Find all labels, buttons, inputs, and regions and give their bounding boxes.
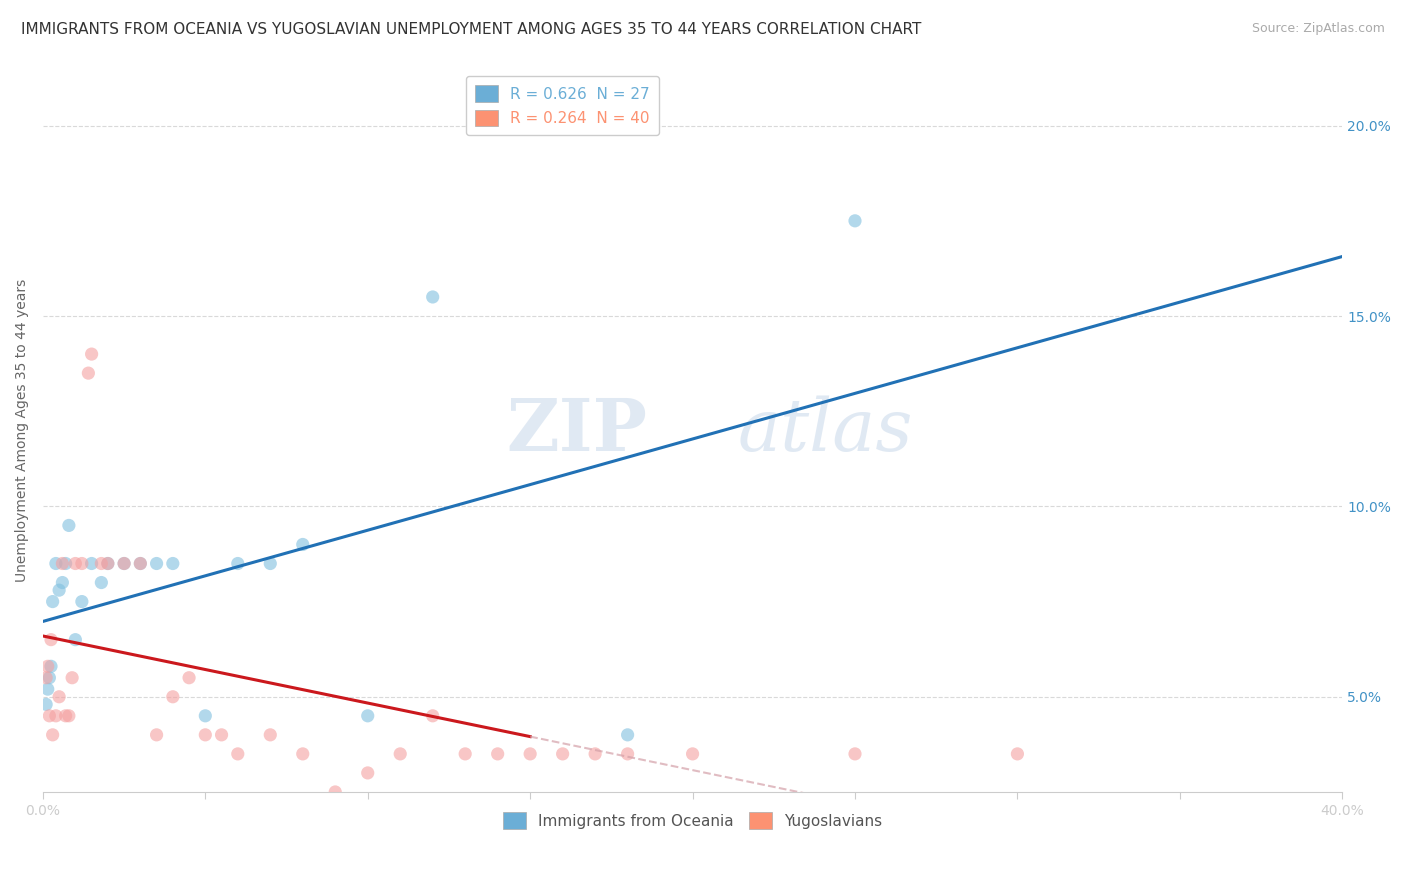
- Text: Source: ZipAtlas.com: Source: ZipAtlas.com: [1251, 22, 1385, 36]
- Point: [51, 557, 73, 571]
- Point: [112, 557, 135, 571]
- Point: [389, 747, 412, 761]
- Point: [291, 747, 314, 761]
- Point: [35, 671, 58, 685]
- Point: [39, 659, 62, 673]
- Point: [259, 557, 281, 571]
- Point: [55, 708, 77, 723]
- Y-axis label: Unemployment Among Ages 35 to 44 years: Unemployment Among Ages 35 to 44 years: [15, 278, 30, 582]
- Point: [60, 671, 83, 685]
- Point: [80, 557, 103, 571]
- Point: [39, 632, 62, 647]
- Point: [616, 728, 638, 742]
- Point: [70, 594, 93, 608]
- Point: [51, 575, 73, 590]
- Point: [38, 671, 60, 685]
- Point: [145, 728, 167, 742]
- Point: [519, 747, 541, 761]
- Point: [65, 557, 87, 571]
- Point: [454, 747, 477, 761]
- Point: [616, 747, 638, 761]
- Point: [211, 728, 233, 742]
- Point: [112, 557, 135, 571]
- Point: [162, 690, 184, 704]
- Point: [37, 682, 59, 697]
- Point: [259, 728, 281, 742]
- Point: [70, 557, 93, 571]
- Point: [37, 659, 59, 673]
- Point: [226, 557, 249, 571]
- Point: [77, 366, 100, 380]
- Point: [194, 728, 217, 742]
- Point: [45, 557, 67, 571]
- Text: IMMIGRANTS FROM OCEANIA VS YUGOSLAVIAN UNEMPLOYMENT AMONG AGES 35 TO 44 YEARS CO: IMMIGRANTS FROM OCEANIA VS YUGOSLAVIAN U…: [21, 22, 921, 37]
- Point: [422, 290, 444, 304]
- Point: [583, 747, 606, 761]
- Point: [323, 785, 346, 799]
- Point: [682, 747, 704, 761]
- Point: [226, 747, 249, 761]
- Point: [97, 557, 120, 571]
- Point: [80, 347, 103, 361]
- Point: [90, 575, 112, 590]
- Point: [357, 766, 380, 780]
- Text: atlas: atlas: [738, 395, 914, 466]
- Point: [90, 557, 112, 571]
- Point: [1007, 747, 1029, 761]
- Point: [486, 747, 509, 761]
- Point: [38, 708, 60, 723]
- Point: [162, 557, 184, 571]
- Point: [129, 557, 152, 571]
- Point: [58, 518, 80, 533]
- Point: [97, 557, 120, 571]
- Point: [177, 671, 200, 685]
- Point: [291, 537, 314, 551]
- Point: [45, 708, 67, 723]
- Point: [422, 708, 444, 723]
- Point: [48, 690, 70, 704]
- Text: ZIP: ZIP: [506, 395, 647, 466]
- Point: [145, 557, 167, 571]
- Point: [194, 708, 217, 723]
- Point: [357, 708, 380, 723]
- Point: [41, 594, 63, 608]
- Point: [41, 728, 63, 742]
- Point: [48, 583, 70, 598]
- Point: [65, 632, 87, 647]
- Point: [844, 214, 866, 228]
- Point: [129, 557, 152, 571]
- Legend: Immigrants from Oceania, Yugoslavians: Immigrants from Oceania, Yugoslavians: [496, 806, 889, 835]
- Point: [551, 747, 574, 761]
- Point: [844, 747, 866, 761]
- Point: [55, 557, 77, 571]
- Point: [58, 708, 80, 723]
- Point: [35, 698, 58, 712]
